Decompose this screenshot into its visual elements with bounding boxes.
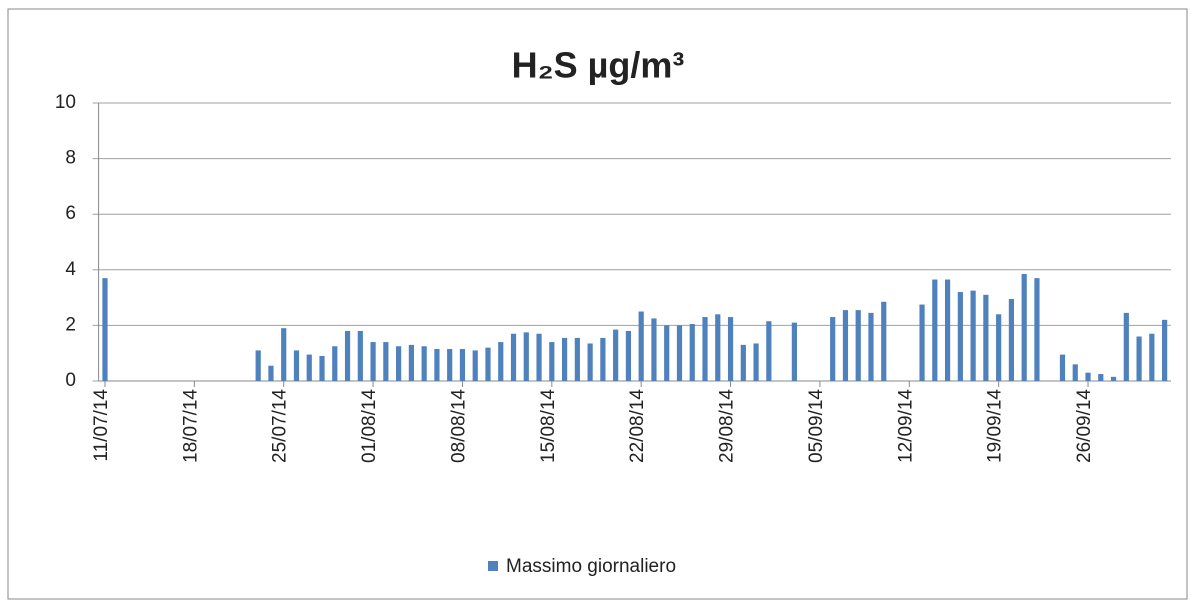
bar bbox=[383, 342, 389, 381]
bar bbox=[944, 279, 951, 381]
bar bbox=[689, 324, 695, 381]
x-tick-label: 26/09/14 bbox=[1074, 389, 1095, 463]
bar bbox=[600, 337, 606, 381]
y-tick-label: 4 bbox=[65, 259, 76, 280]
x-tick-label: 12/09/14 bbox=[895, 389, 916, 463]
bar bbox=[1059, 354, 1066, 381]
x-tick-label: 15/08/14 bbox=[538, 389, 559, 463]
bar bbox=[1162, 319, 1168, 381]
bar bbox=[536, 333, 542, 381]
bar bbox=[587, 343, 593, 381]
bar bbox=[421, 346, 427, 381]
bar bbox=[434, 349, 440, 381]
y-tick-label: 6 bbox=[65, 203, 76, 224]
chart-border bbox=[7, 8, 1188, 600]
bar bbox=[447, 349, 453, 381]
bar bbox=[1098, 374, 1104, 381]
x-tick-label: 05/09/14 bbox=[806, 389, 827, 463]
x-tick-label: 29/08/14 bbox=[717, 389, 738, 463]
bar bbox=[357, 330, 363, 381]
bar bbox=[561, 337, 568, 381]
bar bbox=[344, 330, 351, 381]
bar bbox=[715, 314, 721, 381]
bar bbox=[740, 344, 746, 381]
y-tick-label: 0 bbox=[65, 370, 76, 391]
x-tick-label: 25/07/14 bbox=[270, 389, 291, 463]
bar bbox=[919, 304, 925, 381]
bar bbox=[268, 365, 274, 381]
bar bbox=[319, 355, 325, 381]
bar bbox=[255, 350, 261, 381]
y-tick-label: 2 bbox=[65, 314, 76, 335]
legend-swatch bbox=[488, 561, 498, 571]
bar bbox=[842, 310, 849, 381]
bar bbox=[664, 325, 670, 381]
bar bbox=[1021, 273, 1027, 381]
bar bbox=[996, 314, 1002, 381]
bar bbox=[306, 354, 312, 381]
bar bbox=[102, 278, 108, 381]
x-tick-label: 18/07/14 bbox=[180, 389, 201, 463]
bar bbox=[396, 346, 402, 381]
bar bbox=[498, 342, 504, 381]
bar bbox=[370, 342, 376, 381]
bar bbox=[613, 329, 619, 381]
bar bbox=[510, 333, 517, 381]
bar bbox=[868, 312, 874, 381]
bar bbox=[332, 346, 338, 381]
bar bbox=[408, 344, 414, 381]
bar bbox=[293, 350, 300, 381]
x-tick-label: 22/08/14 bbox=[627, 389, 648, 463]
bar bbox=[1072, 364, 1078, 381]
bar bbox=[1085, 372, 1091, 381]
legend-label: Massimo giornaliero bbox=[506, 556, 676, 577]
bar bbox=[1136, 336, 1142, 381]
bar bbox=[523, 332, 529, 381]
bar bbox=[1110, 376, 1117, 381]
bar bbox=[753, 343, 759, 381]
bar bbox=[702, 317, 708, 381]
bar bbox=[459, 349, 466, 381]
bar bbox=[855, 310, 861, 381]
y-tick-label: 10 bbox=[55, 92, 76, 113]
bar bbox=[1149, 333, 1155, 381]
bar bbox=[676, 325, 683, 381]
bar bbox=[1123, 312, 1129, 381]
bar bbox=[1034, 278, 1040, 381]
bar bbox=[651, 318, 657, 381]
x-tick-label: 01/08/14 bbox=[359, 389, 380, 463]
bar bbox=[766, 321, 772, 381]
bar bbox=[957, 292, 963, 381]
bar bbox=[574, 337, 580, 381]
bar bbox=[791, 322, 797, 381]
x-tick-label: 08/08/14 bbox=[448, 389, 469, 463]
bar bbox=[549, 342, 555, 381]
y-tick-label: 8 bbox=[65, 148, 76, 169]
bar bbox=[970, 290, 976, 381]
bar bbox=[932, 279, 938, 381]
bar bbox=[881, 301, 887, 381]
bar bbox=[727, 317, 734, 381]
bar bbox=[638, 311, 644, 381]
x-tick-label: 19/09/14 bbox=[985, 389, 1006, 463]
bar bbox=[983, 294, 989, 381]
bar bbox=[830, 317, 836, 381]
bar bbox=[625, 330, 632, 381]
chart-title: H₂S µg/m³ bbox=[512, 45, 685, 86]
bar bbox=[281, 328, 287, 381]
bar bbox=[1008, 298, 1015, 381]
bar bbox=[472, 350, 478, 381]
bar bbox=[485, 347, 491, 381]
x-tick-label: 11/07/14 bbox=[91, 389, 112, 462]
